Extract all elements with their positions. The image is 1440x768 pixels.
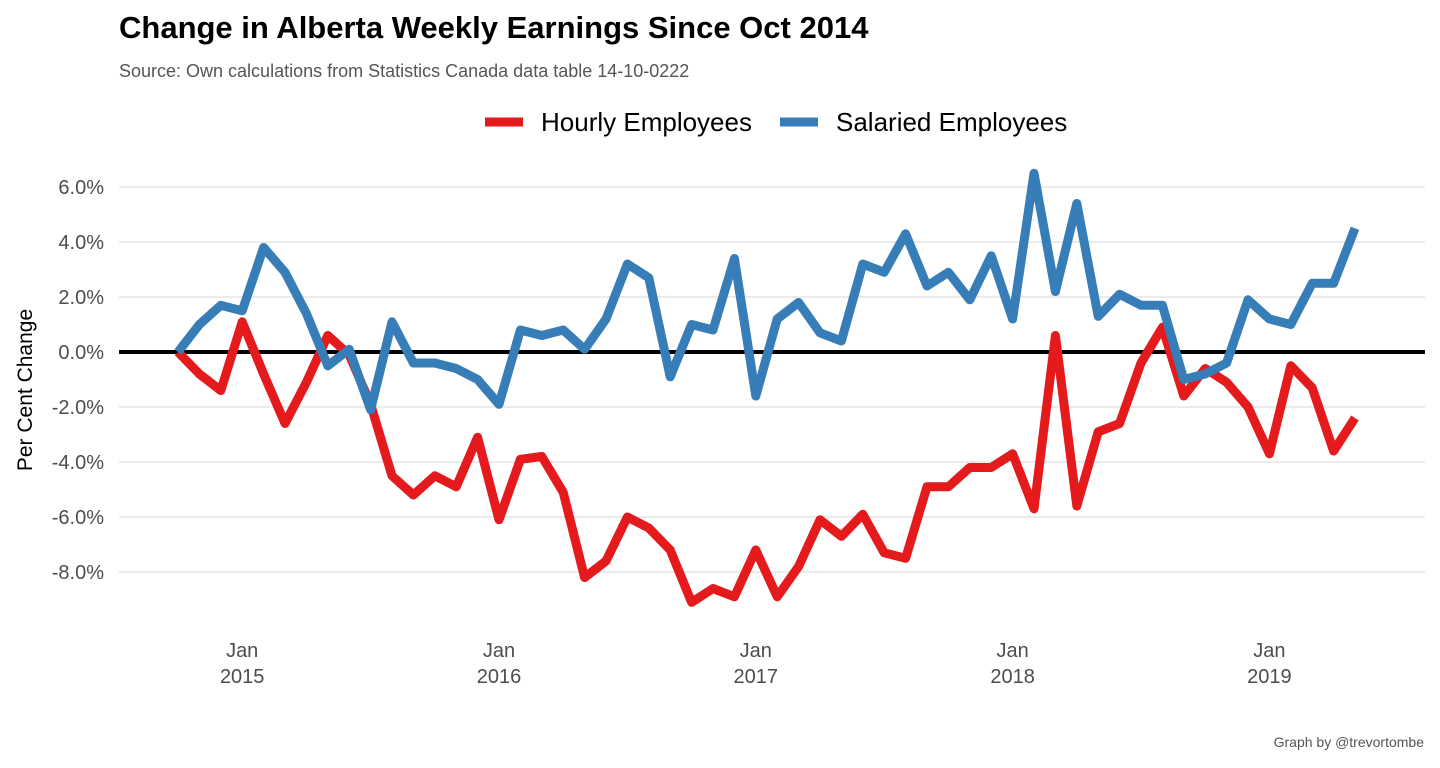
x-tick-2019: Jan 2019 — [1247, 640, 1292, 688]
chart-caption: Graph by @trevortombe — [1273, 734, 1424, 750]
x-tick-year-label: 2016 — [477, 666, 522, 688]
y-axis-label: Per Cent Change — [14, 309, 37, 471]
y-tick-label: -6.0% — [52, 507, 104, 529]
series-line-hourly — [174, 317, 1359, 607]
y-tick-label: 4.0% — [58, 232, 104, 254]
chart-title: Change in Alberta Weekly Earnings Since … — [119, 10, 869, 45]
x-tick-year-label: 2018 — [990, 666, 1035, 688]
x-tick-2015: Jan 2015 — [220, 640, 265, 688]
x-tick-month-label: Jan — [740, 640, 772, 662]
x-tick-month-label: Jan — [226, 640, 258, 662]
y-axis-ticks: 6.0% 4.0% 2.0% 0.0% -2.0% -4.0% -6.0% -8.0% — [52, 177, 104, 584]
series-line-salaried — [174, 168, 1360, 415]
x-tick-month-label: Jan — [1253, 640, 1285, 662]
y-tick-label: -4.0% — [52, 452, 104, 474]
x-tick-month-label: Jan — [996, 640, 1028, 662]
x-tick-2017: Jan 2017 — [734, 640, 779, 688]
legend: Hourly Employees Salaried Employees — [485, 107, 1067, 137]
x-tick-year-label: 2019 — [1247, 666, 1292, 688]
chart-subtitle: Source: Own calculations from Statistics… — [119, 61, 690, 81]
legend-label-salaried: Salaried Employees — [836, 107, 1067, 137]
legend-label-hourly: Hourly Employees — [541, 107, 752, 137]
x-tick-year-label: 2015 — [220, 666, 265, 688]
y-tick-label: 0.0% — [58, 342, 104, 364]
x-tick-2016: Jan 2016 — [477, 640, 522, 688]
x-tick-month-label: Jan — [483, 640, 515, 662]
x-tick-2018: Jan 2018 — [990, 640, 1035, 688]
x-tick-year-label: 2017 — [734, 666, 779, 688]
y-tick-label: 2.0% — [58, 287, 104, 309]
x-axis-ticks: Jan 2015 Jan 2016 Jan 2017 Jan 2018 Jan 2019 — [220, 640, 1292, 688]
y-tick-label: 6.0% — [58, 177, 104, 199]
y-tick-label: -2.0% — [52, 397, 104, 419]
series-lines — [174, 168, 1360, 607]
y-tick-label: -8.0% — [52, 562, 104, 584]
